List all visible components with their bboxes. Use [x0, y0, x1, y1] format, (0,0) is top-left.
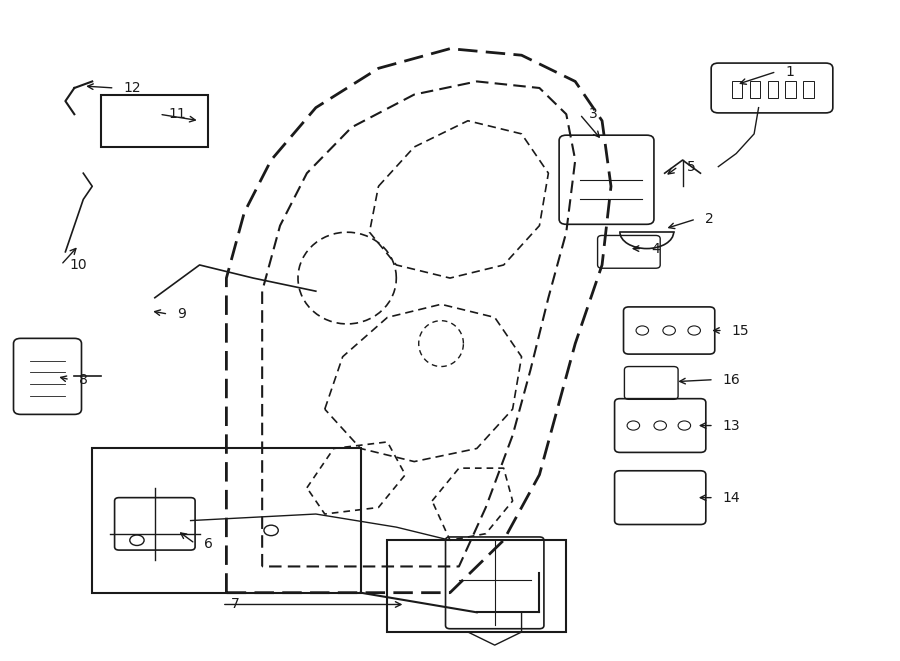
Text: 13: 13 — [723, 418, 741, 432]
Text: 6: 6 — [204, 537, 213, 551]
Text: 15: 15 — [732, 323, 750, 338]
Text: 12: 12 — [123, 81, 141, 95]
Text: 10: 10 — [70, 258, 87, 272]
Bar — [92, 448, 361, 593]
Text: 5: 5 — [687, 160, 696, 174]
Text: 3: 3 — [589, 107, 598, 121]
Bar — [804, 81, 814, 98]
Bar — [732, 81, 742, 98]
Text: 14: 14 — [723, 490, 741, 504]
Text: 7: 7 — [231, 598, 239, 611]
Text: 16: 16 — [723, 373, 741, 387]
Bar — [768, 81, 778, 98]
Bar — [786, 81, 796, 98]
Text: 2: 2 — [705, 212, 714, 226]
Bar — [750, 81, 760, 98]
Text: 4: 4 — [652, 241, 660, 256]
Text: 1: 1 — [786, 65, 795, 79]
Bar — [387, 540, 566, 632]
Text: 9: 9 — [177, 307, 186, 321]
Text: 11: 11 — [168, 107, 186, 121]
Bar — [101, 95, 209, 147]
Text: 8: 8 — [79, 373, 87, 387]
